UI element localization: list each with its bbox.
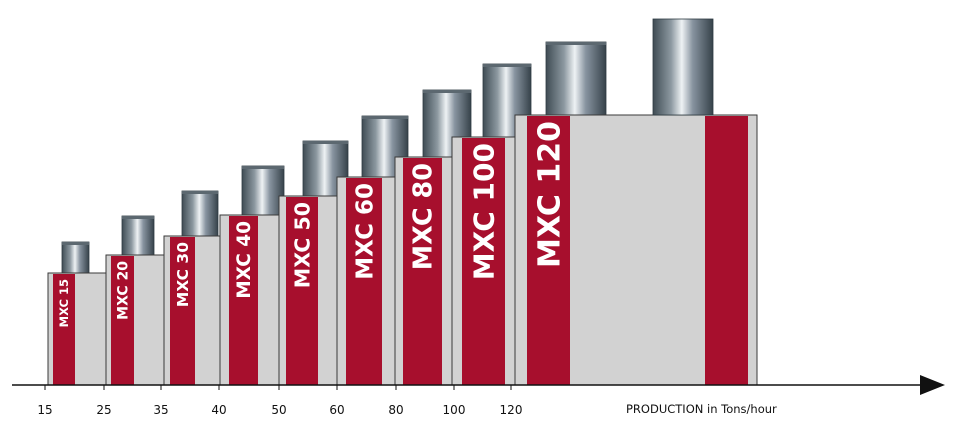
model-label: MXC 20 bbox=[116, 261, 132, 320]
model-cylinder-top bbox=[62, 242, 89, 245]
axis bbox=[12, 375, 945, 395]
model-cylinder-top bbox=[546, 42, 606, 45]
model-cylinder-top bbox=[362, 116, 408, 119]
model-cylinder bbox=[181, 190, 219, 237]
model-stripe bbox=[53, 274, 75, 385]
model-mxc-120: MXC 120 bbox=[514, 18, 758, 386]
model-label: MXC 60 bbox=[352, 183, 378, 280]
model-mxc-20: MXC 20 bbox=[105, 215, 167, 386]
tick-label: 120 bbox=[500, 403, 523, 417]
model-label: MXC 100 bbox=[468, 143, 501, 280]
model-cylinder bbox=[121, 215, 155, 256]
model-mxc-60: MXC 60 bbox=[336, 115, 409, 386]
tick-label: 50 bbox=[271, 403, 286, 417]
models-layer: MXC 15 MXC 20 MXC 30 MXC 40 MXC 50 MXC 60 MXC … bbox=[47, 18, 758, 386]
model-label: MXC 40 bbox=[234, 221, 255, 299]
axis-label: PRODUCTION in Tons/hour bbox=[626, 402, 777, 416]
model-cylinder-top bbox=[122, 216, 154, 219]
tick-label: 80 bbox=[388, 403, 403, 417]
model-stripe bbox=[111, 256, 134, 385]
model-label: MXC 120 bbox=[532, 121, 567, 268]
model-cylinder-secondary bbox=[652, 18, 714, 116]
model-cylinder bbox=[61, 241, 90, 274]
axis-arrow bbox=[920, 375, 945, 395]
tick-label: 60 bbox=[329, 403, 344, 417]
model-stripe bbox=[170, 237, 195, 385]
model-label: MXC 30 bbox=[174, 242, 192, 307]
model-cylinder bbox=[241, 165, 285, 216]
model-stripe bbox=[229, 216, 258, 385]
model-mxc-30: MXC 30 bbox=[163, 190, 225, 386]
model-cylinder-top bbox=[182, 191, 218, 194]
model-mxc-50: MXC 50 bbox=[278, 140, 349, 386]
model-mxc-15: MXC 15 bbox=[47, 241, 108, 386]
model-stripe bbox=[462, 138, 505, 385]
tick-label: 35 bbox=[153, 403, 168, 417]
model-stripe bbox=[403, 158, 442, 385]
model-cylinder-top bbox=[242, 166, 284, 169]
tick-label: 100 bbox=[443, 403, 466, 417]
model-mxc-40: MXC 40 bbox=[219, 165, 285, 386]
model-stripe-secondary bbox=[705, 116, 748, 385]
tick-labels: 15 25 35 40 50 60 80 100 120 bbox=[37, 385, 522, 417]
model-cylinder-top bbox=[483, 64, 531, 67]
model-stripe bbox=[527, 116, 570, 385]
model-cylinder-top bbox=[303, 141, 348, 144]
model-cylinder bbox=[545, 41, 607, 116]
model-label: MXC 15 bbox=[57, 279, 71, 327]
tick-label: 40 bbox=[211, 403, 226, 417]
model-label: MXC 50 bbox=[290, 202, 314, 288]
tick-label: 25 bbox=[96, 403, 111, 417]
model-cylinder-top bbox=[423, 90, 471, 93]
model-stripe bbox=[286, 197, 318, 385]
model-stripe bbox=[346, 178, 382, 385]
tick-label: 15 bbox=[37, 403, 52, 417]
model-label: MXC 80 bbox=[409, 163, 439, 270]
model-mxc-80: MXC 80 bbox=[394, 89, 472, 386]
